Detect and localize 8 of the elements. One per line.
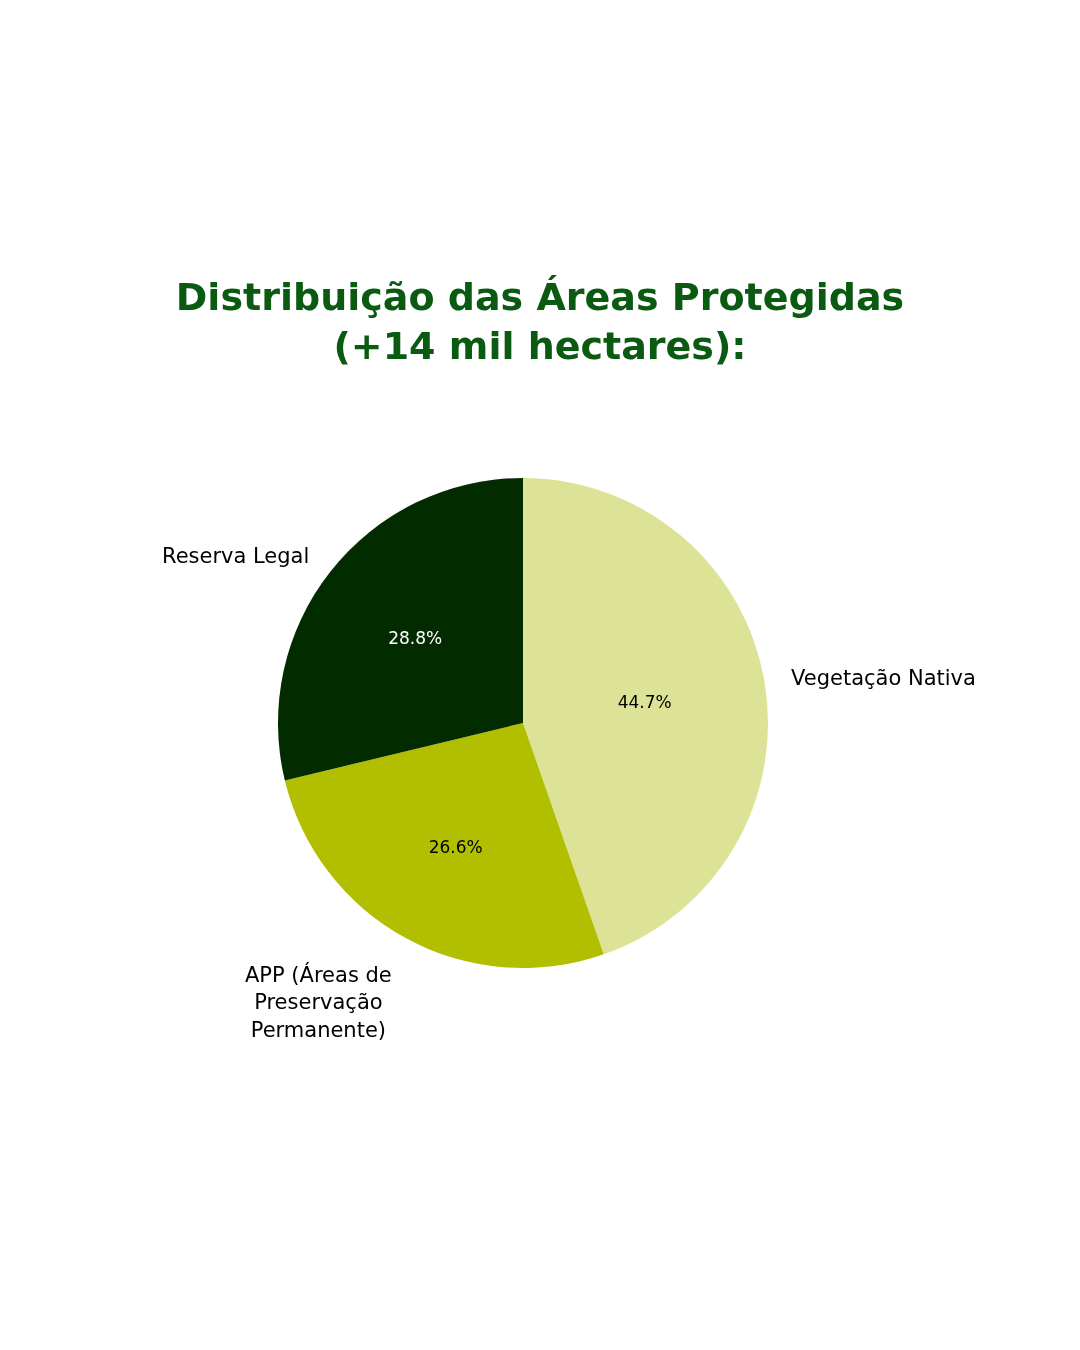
slice-label: Vegetação Nativa [791, 666, 976, 690]
slice-label: Reserva Legal [162, 544, 310, 568]
pie-slice [523, 478, 768, 955]
slice-label: APP (Áreas de Preservação Permanente) [245, 962, 392, 1042]
data-label: 44.7% [617, 692, 672, 713]
chart-title: Distribuição das Áreas Protegidas (+14 mil hectares): [175, 275, 905, 369]
data-label: 28.8% [388, 628, 443, 649]
data-label: 26.6% [428, 836, 483, 857]
